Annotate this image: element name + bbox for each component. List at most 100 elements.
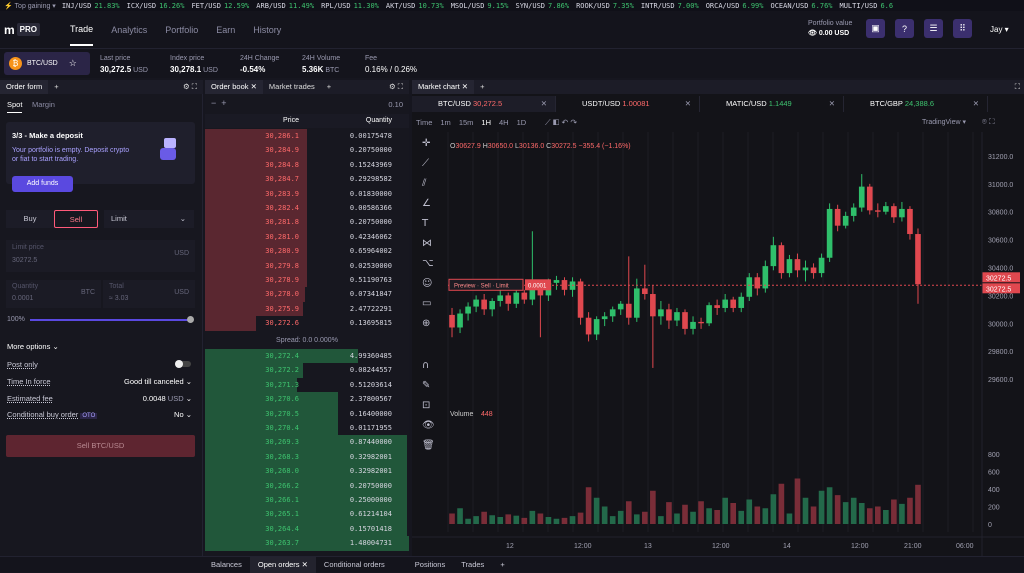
drawing-tool-icon[interactable]: ⊡ <box>422 400 430 411</box>
drawing-tool-icon[interactable]: T <box>421 218 429 229</box>
total-field[interactable]: Total ≈ 3.03 USD <box>103 280 195 308</box>
apps-grid-icon[interactable]: ⠿ <box>953 19 972 38</box>
ask-row[interactable]: 30,280.9 0.65964002 <box>205 244 409 259</box>
sell-submit-button[interactable]: Sell BTC/USD <box>6 435 195 457</box>
ticker-item[interactable]: MSOL/USD 9.15% <box>450 1 509 10</box>
bid-row[interactable]: 30,268.0 0.32982001 <box>205 464 409 479</box>
conditional-order-select[interactable]: No ⌄ <box>174 410 192 419</box>
bid-row[interactable]: 30,269.3 0.87440000 <box>205 435 409 450</box>
ticker-item[interactable]: ROOK/USD 7.35% <box>576 1 634 10</box>
add-tab-icon[interactable]: + <box>480 82 485 91</box>
help-icon[interactable]: ? <box>895 19 914 38</box>
tab-trades[interactable]: Trades <box>461 559 485 569</box>
star-icon[interactable]: ☆ <box>68 58 77 68</box>
nav-history[interactable]: History <box>253 24 282 35</box>
nav-portfolio[interactable]: Portfolio <box>165 24 199 35</box>
ticker-item[interactable]: ARB/USD 11.49% <box>256 1 315 10</box>
tab-open-orders[interactable]: Open orders ✕ <box>249 556 316 573</box>
chart-pair-tab[interactable]: BTC/GBP 24,388.6 ✕ <box>844 96 988 112</box>
tab-margin[interactable]: Margin <box>32 100 55 109</box>
nav-analytics[interactable]: Analytics <box>111 24 148 35</box>
timeframe-1h[interactable]: 1H <box>481 118 491 127</box>
close-icon[interactable]: ✕ <box>540 99 547 108</box>
timeframe-1d[interactable]: 1D <box>516 118 527 127</box>
panel-settings-icon[interactable]: ⚙ ⛶ <box>388 82 403 91</box>
timeframe-4h[interactable]: 4H <box>499 118 509 127</box>
ticker-item[interactable]: RPL/USD 11.30% <box>321 1 379 10</box>
drawing-tool-icon[interactable]: ▭ <box>422 298 431 309</box>
order-type-select[interactable]: Limit ⌄ <box>104 210 194 228</box>
sell-toggle[interactable]: Sell <box>54 210 98 228</box>
eye-icon[interactable]: 👁 <box>808 30 817 37</box>
ask-row[interactable]: 30,281.8 0.20750000 <box>205 215 409 230</box>
zoom-controls[interactable]: − + <box>211 98 227 108</box>
ticker-filter[interactable]: ⚡ Top gaining ▾ <box>4 2 56 10</box>
drawing-tool-icon[interactable]: ∠ <box>422 198 431 209</box>
tick-size-select[interactable]: 0.10 <box>388 100 403 109</box>
tab-market-chart[interactable]: Market chart ✕ <box>412 80 475 94</box>
chart-tools-icons[interactable]: ⟋ ◧ ↶ ↷ <box>545 118 578 127</box>
add-tab-icon[interactable]: + <box>500 559 505 569</box>
tab-balances[interactable]: Balances <box>211 559 242 569</box>
tab-conditional-orders[interactable]: Conditional orders <box>323 559 385 569</box>
ask-row[interactable]: 30,284.7 0.29298582 <box>205 172 409 187</box>
drawing-tool-icon[interactable]: ⌥ <box>422 258 434 269</box>
ticker-item[interactable]: SYN/USD 7.86% <box>515 1 570 10</box>
bid-row[interactable]: 30,266.1 0.25000000 <box>205 493 409 508</box>
tab-order-book[interactable]: Order book ✕ <box>205 80 263 94</box>
nav-earn[interactable]: Earn <box>216 24 236 35</box>
drawing-tool-icon[interactable]: ∩ <box>422 360 429 371</box>
kraken-pro-logo[interactable]: m PRO <box>4 22 52 38</box>
ask-row[interactable]: 30,283.9 0.01830000 <box>205 186 409 201</box>
ask-row[interactable]: 30,278.9 0.51190763 <box>205 273 409 288</box>
slider-handle[interactable] <box>187 316 194 323</box>
ask-row[interactable]: 30,286.1 0.00175478 <box>205 129 409 144</box>
amount-slider[interactable] <box>30 319 190 321</box>
tab-positions[interactable]: Positions <box>414 559 446 569</box>
drawing-tool-icon[interactable]: 👁 <box>422 420 435 431</box>
bid-row[interactable]: 30,270.6 2.37800567 <box>205 392 409 407</box>
bid-row[interactable]: 30,263.7 1.48004731 <box>205 536 409 551</box>
drawing-tool-icon[interactable]: ⊕ <box>422 318 430 329</box>
ask-row[interactable]: 30,272.6 0.13695815 <box>205 316 409 331</box>
panel-settings-icon[interactable]: ⚙ ⛶ <box>182 82 197 91</box>
tab-order-form[interactable]: Order form <box>0 80 49 94</box>
drawing-tool-icon[interactable]: ✛ <box>422 138 431 149</box>
bid-row[interactable]: 30,265.1 0.61214104 <box>205 507 409 522</box>
pair-selector[interactable]: ₿ BTC/USD ☆ <box>4 52 90 75</box>
ticker-item[interactable]: ORCA/USD 6.99% <box>705 1 764 10</box>
tradingview-label[interactable]: TradingView ▾ <box>922 119 966 126</box>
snapshot-icon[interactable]: ⌾ ⛶ <box>982 117 995 126</box>
bid-row[interactable]: 30,272.4 4.99360485 <box>205 349 409 364</box>
ticker-item[interactable]: AKT/USD 10.73% <box>385 1 444 10</box>
ticker-item[interactable]: INJ/USD 21.83% <box>61 1 120 10</box>
chart-pair-tab[interactable]: BTC/USD 30,272.5 ✕ <box>412 96 556 112</box>
bid-row[interactable]: 30,270.5 0.16400000 <box>205 406 409 421</box>
ask-row[interactable]: 30,284.8 0.15243969 <box>205 157 409 173</box>
add-tab-icon[interactable]: + <box>326 82 332 91</box>
post-only-toggle[interactable] <box>175 360 191 368</box>
more-options-toggle[interactable]: More options ⌄ <box>7 342 59 351</box>
close-icon[interactable]: ✕ <box>828 99 835 108</box>
user-menu[interactable]: Jay ▾ <box>990 25 1009 34</box>
ticker-item[interactable]: INTR/USD 7.00% <box>640 1 699 10</box>
bid-row[interactable]: 30,271.3 0.51203614 <box>205 377 409 393</box>
wallet-icon[interactable]: ▣ <box>866 19 885 38</box>
ask-row[interactable]: 30,284.9 0.20750000 <box>205 143 409 158</box>
bid-row[interactable]: 30,272.2 0.08244557 <box>205 363 409 378</box>
close-icon[interactable]: ✕ <box>972 99 979 108</box>
ticker-item[interactable]: OCEAN/USD 6.76% <box>770 1 833 10</box>
drawing-tool-icon[interactable]: ⟋ <box>422 158 429 169</box>
timeframe-1m[interactable]: 1m <box>440 118 451 127</box>
drawing-tool-icon[interactable]: ✎ <box>422 380 430 391</box>
quantity-field[interactable]: Quantity 0.0001 BTC <box>6 280 101 308</box>
ask-row[interactable]: 30,281.0 0.42346062 <box>205 229 409 245</box>
time-in-force-select[interactable]: Good till canceled ⌄ <box>124 377 192 386</box>
add-tab-icon[interactable]: + <box>54 82 59 91</box>
bid-row[interactable]: 30,270.4 0.01171955 <box>205 421 409 436</box>
ticker-item[interactable]: FET/USD 12.59% <box>191 1 250 10</box>
bid-row[interactable]: 30,264.4 0.15701418 <box>205 521 409 537</box>
drawing-tool-icon[interactable]: 🗑 <box>422 439 435 451</box>
settings-sliders-icon[interactable]: ☰ <box>924 19 943 38</box>
tab-spot[interactable]: Spot <box>7 100 23 113</box>
